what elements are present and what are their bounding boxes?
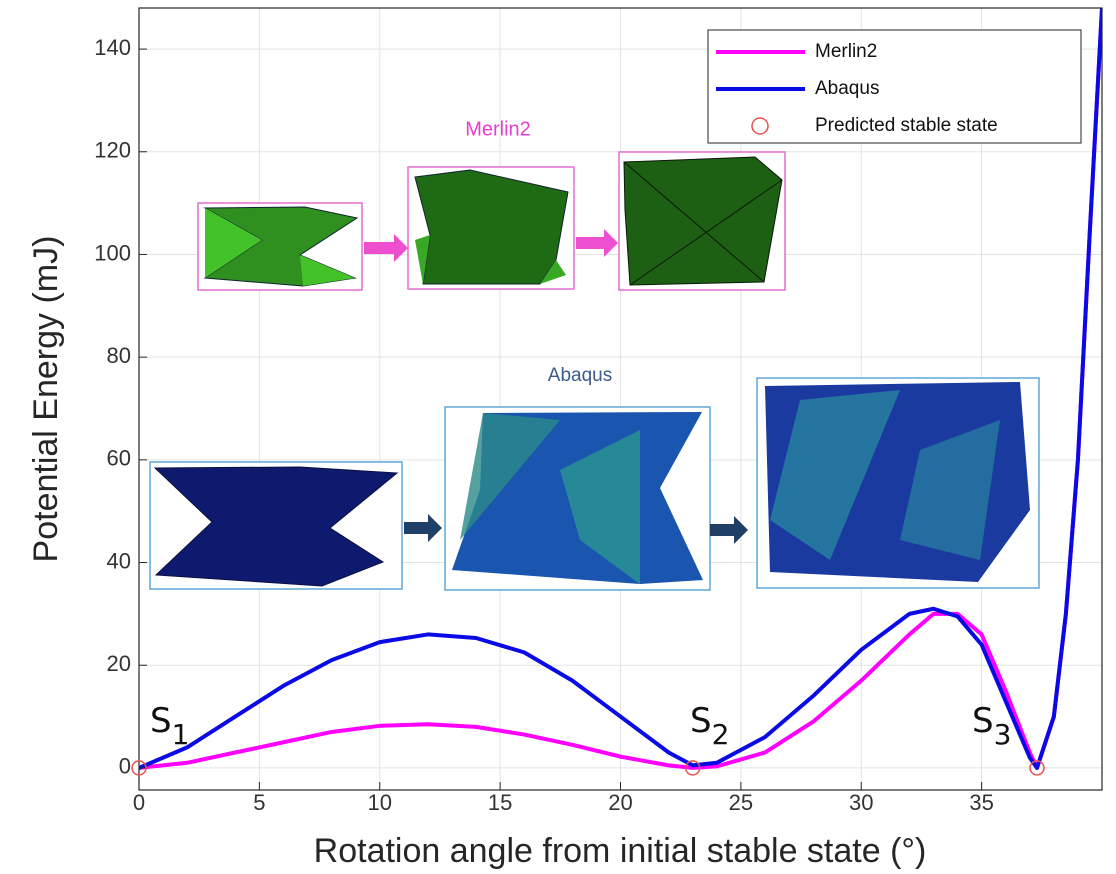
x-tick-label: 5 xyxy=(253,790,265,815)
legend-label: Abaqus xyxy=(815,78,879,99)
x-tick-label: 0 xyxy=(133,790,145,815)
chart: Merlin2 Abaqus Potential Energy (mJ) Rot… xyxy=(0,0,1116,874)
y-tick-label: 20 xyxy=(107,651,131,676)
x-tick-label: 30 xyxy=(849,790,873,815)
x-tick-label: 25 xyxy=(729,790,753,815)
y-tick-label: 60 xyxy=(107,446,131,471)
annotation-text: S xyxy=(150,701,172,741)
x-tick-label: 10 xyxy=(368,790,392,815)
y-tick-label: 100 xyxy=(94,240,131,265)
x-tick-label: 35 xyxy=(969,790,993,815)
y-tick-label: 80 xyxy=(107,343,131,368)
legend-label: Merlin2 xyxy=(815,41,877,62)
y-tick-label: 140 xyxy=(94,35,131,60)
y-axis-label: Potential Energy (mJ) xyxy=(27,236,65,563)
inset-label: Merlin2 xyxy=(465,118,531,140)
x-tick-label: 20 xyxy=(608,790,632,815)
annotation-text: S xyxy=(690,701,712,741)
y-tick-label: 40 xyxy=(107,548,131,573)
annotation-subscript: 1 xyxy=(172,718,190,751)
x-tick-label: 15 xyxy=(488,790,512,815)
legend-label: Predicted stable state xyxy=(815,115,998,136)
legend: Merlin2 Abaqus Predicted stable state xyxy=(708,30,1081,143)
annotation-subscript: 2 xyxy=(712,718,730,751)
y-tick-label: 0 xyxy=(119,754,131,779)
annotation-subscript: 3 xyxy=(994,718,1012,751)
inset-label: Abaqus xyxy=(548,365,612,386)
x-axis-label: Rotation angle from initial stable state… xyxy=(314,832,927,870)
y-tick-label: 120 xyxy=(94,138,131,163)
annotation-text: S xyxy=(972,701,994,741)
